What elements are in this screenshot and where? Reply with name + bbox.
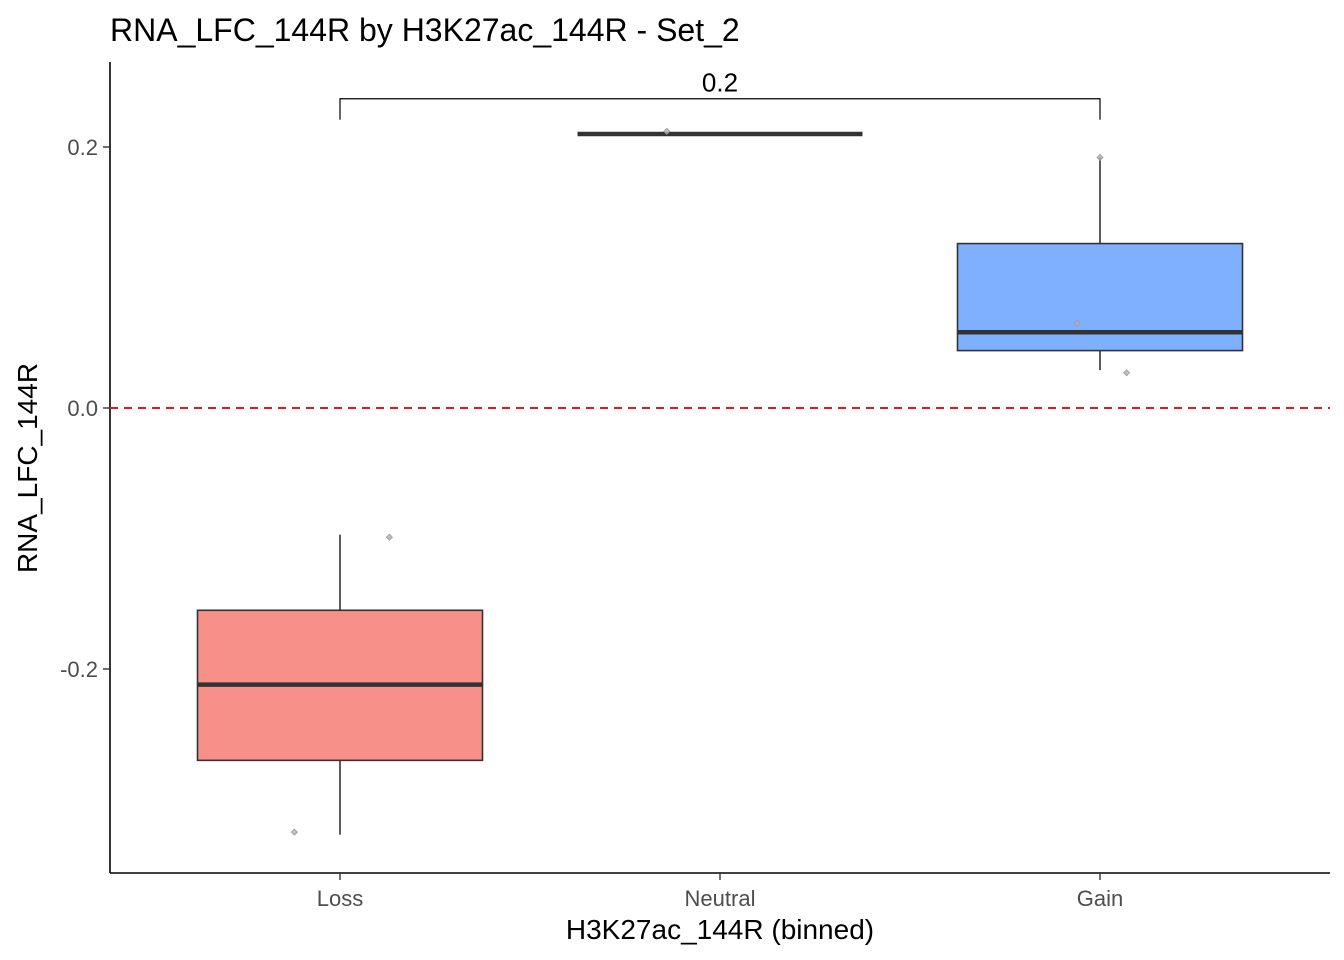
data-point — [1073, 319, 1081, 327]
y-axis-title: RNA_LFC_144R — [12, 363, 43, 573]
box-loss — [196, 534, 484, 835]
data-point — [663, 127, 671, 135]
plot-area: -0.2 0.0 0.2 Loss Neutral Gain 0.2 — [60, 62, 1330, 911]
x-axis-title: H3K27ac_144R (binned) — [566, 914, 874, 945]
comparison-label: 0.2 — [702, 68, 738, 98]
y-tick-label: -0.2 — [60, 657, 98, 682]
y-tick-label: 0.2 — [67, 135, 98, 160]
x-tick-label: Loss — [317, 886, 363, 911]
comparison-bracket — [339, 98, 1101, 120]
data-point — [1123, 369, 1131, 377]
box-gain — [956, 157, 1244, 371]
x-tick-label: Neutral — [685, 886, 756, 911]
data-point — [385, 533, 393, 541]
data-point — [290, 828, 298, 836]
x-tick-label: Gain — [1077, 886, 1123, 911]
data-point — [1096, 153, 1104, 162]
y-tick-label: 0.0 — [67, 396, 98, 421]
chart-title: RNA_LFC_144R by H3K27ac_144R - Set_2 — [110, 12, 740, 48]
